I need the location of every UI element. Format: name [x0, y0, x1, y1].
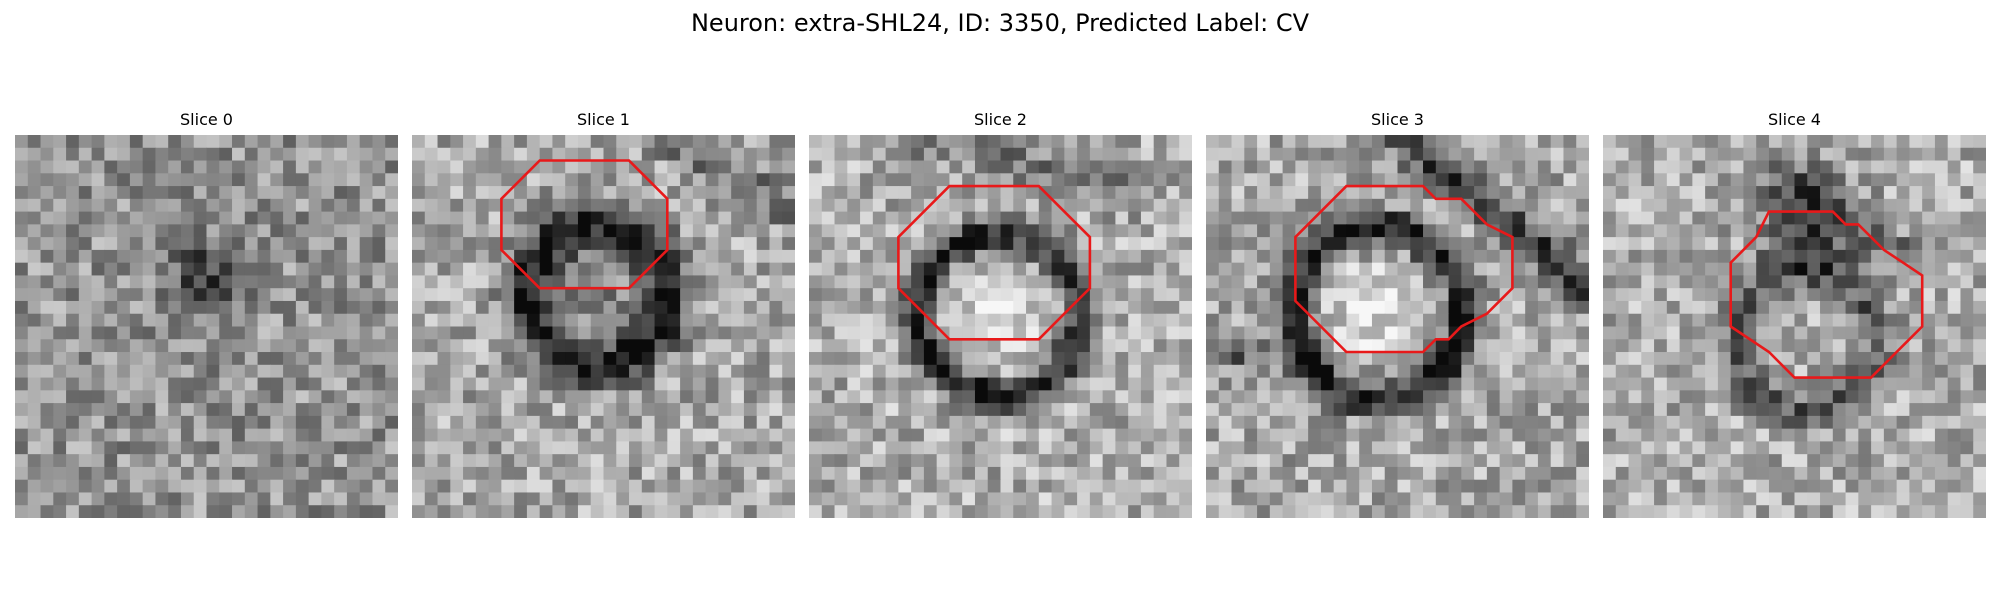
panel-slice-1: Slice 1 [412, 108, 795, 518]
slice-image-1 [412, 135, 795, 518]
segmentation-contour [1729, 210, 1924, 379]
pixel-grid [1206, 135, 1589, 518]
segmentation-contour [500, 159, 669, 290]
slice-image-4 [1603, 135, 1986, 518]
slice-image-0 [15, 135, 398, 518]
panel-slice-4: Slice 4 [1603, 108, 1986, 518]
figure-title: Neuron: extra-SHL24, ID: 3350, Predicted… [690, 9, 1310, 37]
slice-image-2 [809, 135, 1192, 518]
pixel-grid [809, 135, 1192, 518]
panel-slice-2: Slice 2 [809, 108, 1192, 518]
pixel-grid [1603, 135, 1986, 518]
panel-title-slice-0: Slice 0 [180, 110, 233, 129]
panel-title-slice-4: Slice 4 [1768, 110, 1821, 129]
segmentation-contour [1294, 184, 1514, 354]
panel-title-slice-3: Slice 3 [1371, 110, 1424, 129]
pixel-grid [412, 135, 795, 518]
panel-title-slice-2: Slice 2 [974, 110, 1027, 129]
pixel-grid [15, 135, 398, 518]
panel-title-slice-1: Slice 1 [577, 110, 630, 129]
slice-image-3 [1206, 135, 1589, 518]
panel-slice-3: Slice 3 [1206, 108, 1589, 518]
segmentation-contour [897, 184, 1092, 341]
panel-slice-0: Slice 0 [15, 108, 398, 518]
